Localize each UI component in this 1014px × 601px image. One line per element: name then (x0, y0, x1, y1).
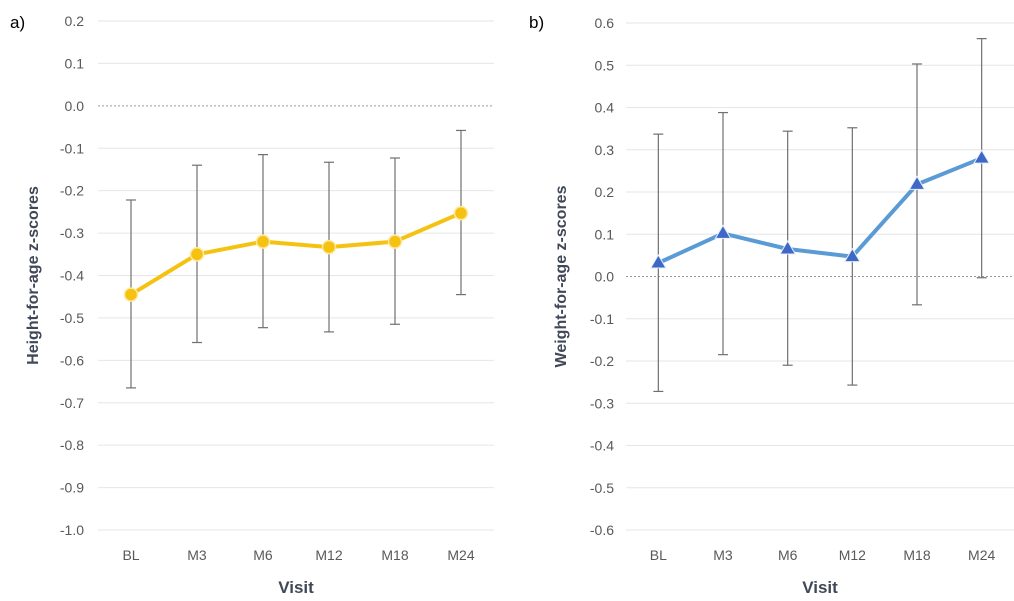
y-tick-label: -0.5 (590, 480, 614, 496)
data-point (908, 175, 926, 190)
y-tick-label: -0.3 (590, 395, 614, 411)
y-tick-label: 0.3 (595, 142, 615, 158)
x-tick-label: M6 (253, 547, 273, 563)
y-tick-label: -0.2 (590, 353, 614, 369)
y-tick-label: 0.0 (595, 269, 615, 285)
data-point (714, 224, 732, 239)
data-point (123, 287, 139, 302)
x-tick-label: M12 (315, 547, 342, 563)
y-tick-label: 0.2 (65, 13, 85, 29)
y-tick-label: -0.9 (60, 480, 84, 496)
y-axis-title: Weight-for-age z-scores (553, 185, 570, 367)
x-tick-label: M6 (778, 547, 798, 563)
panel-b: b) 0.6 0.5 0.4 0.3 0.2 0.1 0.0 -0.1 -0.2 -0.3 -0.4 -… (529, 13, 1014, 597)
x-tick-label: BL (122, 547, 139, 563)
x-tick-label: M12 (839, 547, 866, 563)
x-tick-label: M3 (187, 547, 207, 563)
y-tick-label: 0.0 (65, 98, 85, 114)
data-point (321, 239, 337, 255)
panel-label: b) (529, 13, 544, 32)
data-point (387, 234, 403, 249)
series-line (129, 211, 462, 297)
y-tick-label: -0.7 (60, 395, 84, 411)
x-tick-label: M3 (713, 547, 733, 563)
y-tick-label: 0.2 (595, 184, 615, 200)
y-tick-label: 0.5 (595, 57, 615, 73)
data-point (973, 149, 991, 164)
data-point (189, 247, 205, 262)
y-tick-label: -0.6 (590, 522, 614, 538)
y-tick-label: 0.1 (595, 226, 615, 242)
y-tick-label: -0.6 (60, 352, 84, 368)
y-tick-label: -0.4 (590, 438, 614, 454)
x-tick-label: M24 (968, 547, 995, 563)
y-axis-title: Height-for-age z-scores (25, 186, 42, 365)
x-tick-label: M24 (447, 547, 474, 563)
x-tick-label: M18 (903, 547, 930, 563)
x-tick-label: M18 (381, 547, 408, 563)
x-tick-label: BL (650, 547, 667, 563)
y-tick-label: -0.1 (60, 140, 84, 156)
data-point (453, 205, 469, 221)
panel-label: a) (10, 13, 25, 32)
series-line (657, 156, 983, 265)
y-tick-label: -1.0 (60, 522, 84, 538)
panel-a: a) 0.2 0.1 0.0 -0.1 -0.2 -0.3 -0.4 -0.5 -0.6 -0.7 -… (10, 13, 494, 597)
data-point (843, 247, 861, 263)
data-point (649, 253, 667, 269)
y-tick-label: -0.3 (60, 225, 84, 241)
x-axis-title: Visit (802, 578, 838, 597)
x-axis-title: Visit (278, 578, 314, 597)
y-tick-label: -0.5 (60, 310, 84, 326)
y-tick-label: -0.1 (590, 311, 614, 327)
y-tick-label: 0.1 (65, 55, 85, 71)
data-point (255, 234, 271, 249)
y-tick-label: -0.2 (60, 183, 84, 199)
y-tick-label: -0.4 (60, 268, 84, 284)
y-tick-label: 0.4 (595, 100, 615, 116)
data-point (779, 240, 797, 255)
y-tick-label: -0.8 (60, 437, 84, 453)
y-tick-label: 0.6 (595, 15, 615, 31)
